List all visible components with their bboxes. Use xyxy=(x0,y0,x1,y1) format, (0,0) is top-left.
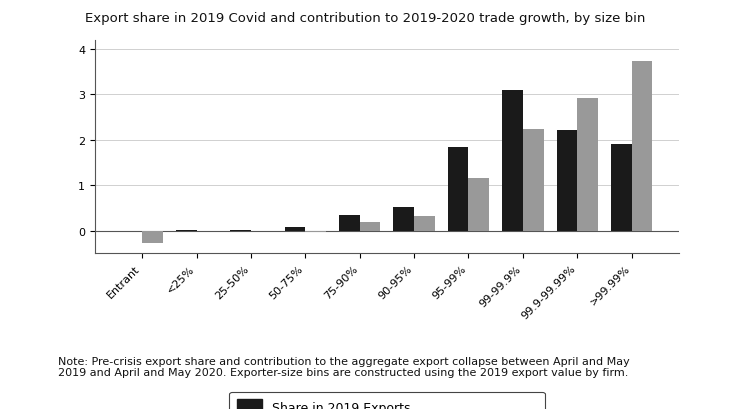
Bar xyxy=(393,207,414,231)
Bar xyxy=(523,130,544,231)
Bar xyxy=(577,99,598,231)
Bar xyxy=(414,216,435,231)
Bar xyxy=(556,130,577,231)
Bar xyxy=(447,147,469,231)
Bar xyxy=(230,230,251,231)
Bar xyxy=(469,179,489,231)
Text: Export share in 2019 Covid and contribution to 2019-2020 trade growth, by size b: Export share in 2019 Covid and contribut… xyxy=(85,12,645,25)
Bar xyxy=(611,145,631,231)
Legend: Share in 2019 Exports, Contribution to 2019 - 2020 export growth: Share in 2019 Exports, Contribution to 2… xyxy=(229,392,545,409)
Bar xyxy=(142,231,163,243)
Bar xyxy=(360,223,380,231)
Bar xyxy=(631,62,653,231)
Bar xyxy=(285,227,305,231)
Bar xyxy=(502,91,523,231)
Text: Note: Pre-crisis export share and contribution to the aggregate export collapse : Note: Pre-crisis export share and contri… xyxy=(58,356,630,378)
Bar xyxy=(251,231,272,232)
Bar xyxy=(339,215,360,231)
Bar xyxy=(305,231,326,232)
Bar xyxy=(176,230,196,231)
Bar xyxy=(196,231,218,232)
